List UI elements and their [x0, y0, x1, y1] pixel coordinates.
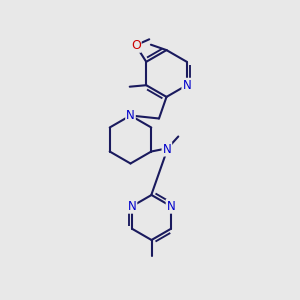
Text: N: N — [128, 200, 136, 213]
Text: N: N — [163, 142, 171, 156]
Text: N: N — [167, 200, 176, 213]
Text: N: N — [126, 109, 135, 122]
Text: N: N — [182, 79, 191, 92]
Text: O: O — [131, 39, 141, 52]
